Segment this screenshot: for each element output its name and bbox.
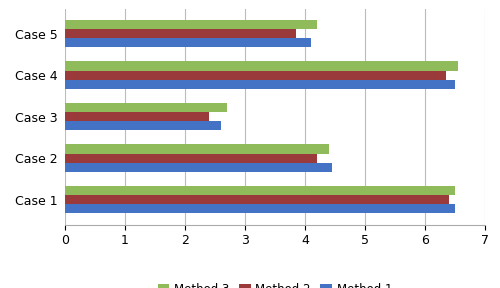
- Bar: [65, 154, 317, 163]
- Bar: [65, 112, 209, 121]
- Legend: Method 3, Method 2, Method 1: Method 3, Method 2, Method 1: [153, 278, 397, 288]
- Bar: [65, 80, 455, 89]
- Bar: [65, 121, 221, 130]
- Bar: [65, 71, 446, 80]
- Bar: [65, 204, 455, 213]
- Bar: [65, 29, 296, 38]
- Bar: [65, 103, 227, 112]
- Bar: [65, 186, 455, 195]
- Bar: [65, 20, 317, 29]
- Bar: [65, 61, 458, 71]
- Bar: [65, 38, 311, 47]
- Bar: [65, 195, 449, 204]
- Bar: [65, 145, 329, 154]
- Bar: [65, 163, 332, 172]
